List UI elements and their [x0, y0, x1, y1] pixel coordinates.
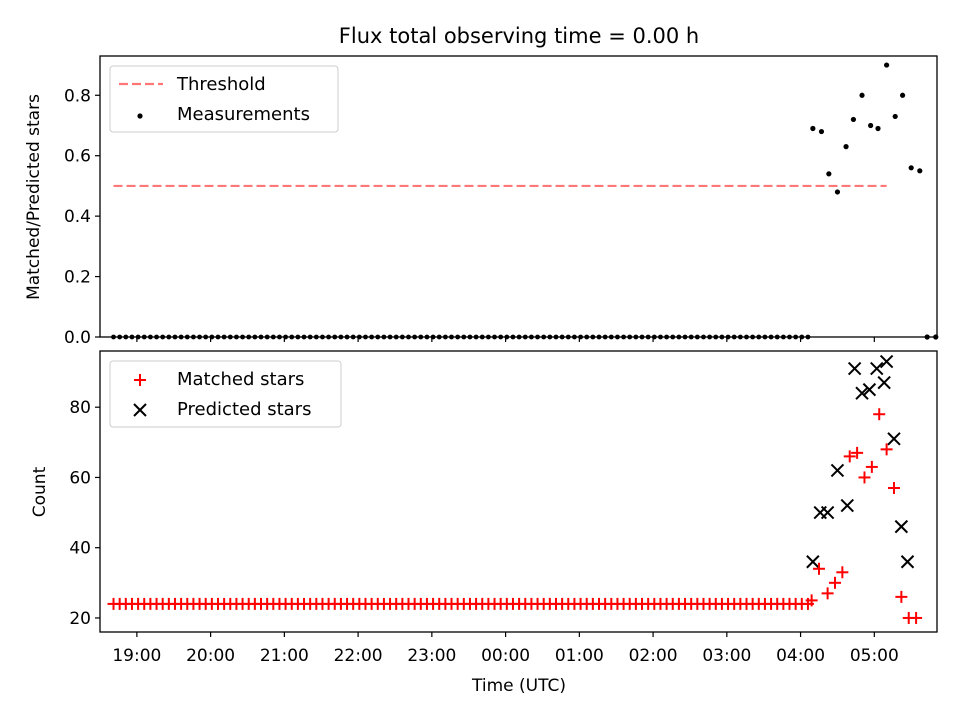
top-y-axis-label: Matched/Predicted stars — [24, 94, 44, 300]
x-tick-label: 03:00 — [702, 646, 751, 666]
measurement-point — [884, 62, 890, 68]
x-axis-label: Time (UTC) — [471, 676, 566, 696]
measurement-point — [908, 165, 914, 171]
x-tick-label: 20:00 — [186, 646, 235, 666]
matched-point — [910, 611, 923, 624]
predicted-point — [887, 432, 901, 446]
matched-point — [873, 408, 886, 421]
x-tick-label: 21:00 — [260, 646, 309, 666]
predicted-point — [879, 354, 894, 369]
predicted-point — [830, 463, 845, 478]
matched-point — [895, 590, 908, 603]
matched-point — [813, 562, 826, 575]
predicted-point — [820, 505, 835, 520]
top-y-tick-label: 0.0 — [64, 328, 91, 348]
measurement-point — [834, 189, 841, 195]
predicted-legend-label: Predicted stars — [177, 399, 311, 420]
top-y-tick-label: 0.4 — [64, 207, 91, 227]
top-y-tick-label: 0.6 — [64, 147, 91, 167]
bottom-axes-frame — [99, 350, 938, 633]
matched-point — [880, 443, 893, 456]
x-tick-label: 22:00 — [334, 646, 383, 666]
matched-point — [851, 446, 864, 459]
bottom-legend: Matched stars Predicted stars — [109, 360, 342, 428]
measurement-point — [826, 171, 832, 177]
top-legend: Threshold Measurements — [109, 65, 339, 133]
bottom-y-ticks: 20 40 60 80 — [69, 398, 100, 629]
top-legend-box — [109, 65, 339, 133]
chart-title: Flux total observing time = 0.00 h — [339, 24, 699, 48]
bottom-legend-box — [109, 360, 342, 428]
x-tick-label: 01:00 — [555, 646, 604, 666]
predicted-point — [862, 382, 877, 397]
measurement-point — [917, 168, 923, 174]
matched-point — [843, 450, 856, 463]
predicted-point — [894, 519, 909, 534]
measurement-point — [899, 92, 906, 98]
predicted-legend-swatch — [133, 403, 147, 417]
matched-point — [836, 566, 849, 579]
bottom-y-tick-label: 20 — [69, 609, 91, 629]
top-y-tick-label: 0.2 — [64, 268, 91, 288]
measurement-point — [850, 116, 857, 123]
x-tick-label: 23:00 — [407, 646, 456, 666]
bottom-y-tick-label: 60 — [69, 468, 91, 488]
matched-point — [887, 481, 900, 494]
x-tick-label: 00:00 — [481, 646, 530, 666]
x-tick-label: 04:00 — [776, 646, 825, 666]
bottom-y-tick-label: 40 — [69, 539, 91, 559]
measurement-point — [859, 92, 865, 98]
matched-point — [805, 594, 818, 607]
measurement-point — [818, 128, 825, 135]
bottom-marks — [107, 354, 923, 624]
matched-point — [821, 587, 834, 600]
matched-legend-label: Matched stars — [177, 369, 304, 390]
predicted-point — [840, 498, 854, 513]
top-plot: 0.00.20.40.60.8 Matched/Predicted stars … — [24, 55, 939, 348]
measurement-point — [810, 125, 816, 132]
x-tick-label: 05:00 — [850, 646, 899, 666]
predicted-point — [806, 555, 820, 569]
top-y-ticks: 0.0 0.2 0.4 0.6 0.8 — [64, 86, 100, 348]
top-marks — [111, 62, 939, 340]
measurements-legend-swatch — [137, 113, 143, 119]
matched-legend-swatch — [134, 374, 146, 386]
x-tick-label: 19:00 — [112, 646, 161, 666]
bottom-y-axis-label: Count — [30, 466, 50, 517]
measurement-point — [843, 144, 849, 150]
predicted-point — [855, 386, 869, 400]
measurement-point — [875, 125, 881, 132]
threshold-legend-label: Threshold — [176, 74, 266, 95]
matched-point — [858, 471, 871, 484]
predicted-point — [870, 361, 884, 376]
bottom-plot: 20 40 60 80 19:00 20:00 21:00 22:00 23:00 00:00 0… — [30, 337, 938, 696]
x-tick-label: 02:00 — [629, 646, 678, 666]
bottom-y-tick-label: 80 — [69, 398, 91, 418]
predicted-point — [900, 555, 915, 569]
x-ticks: 19:00 20:00 21:00 22:00 23:00 00:00 01:00 02:00… — [112, 337, 899, 666]
predicted-point — [847, 361, 862, 376]
measurements-legend-label: Measurements — [177, 104, 310, 125]
measurement-point — [892, 113, 898, 120]
measurement-point — [868, 122, 874, 129]
matched-point — [828, 576, 841, 589]
predicted-point — [877, 375, 891, 390]
top-y-tick-label: 0.8 — [64, 86, 91, 106]
matched-point — [865, 460, 878, 473]
top-axes-frame — [99, 55, 938, 338]
